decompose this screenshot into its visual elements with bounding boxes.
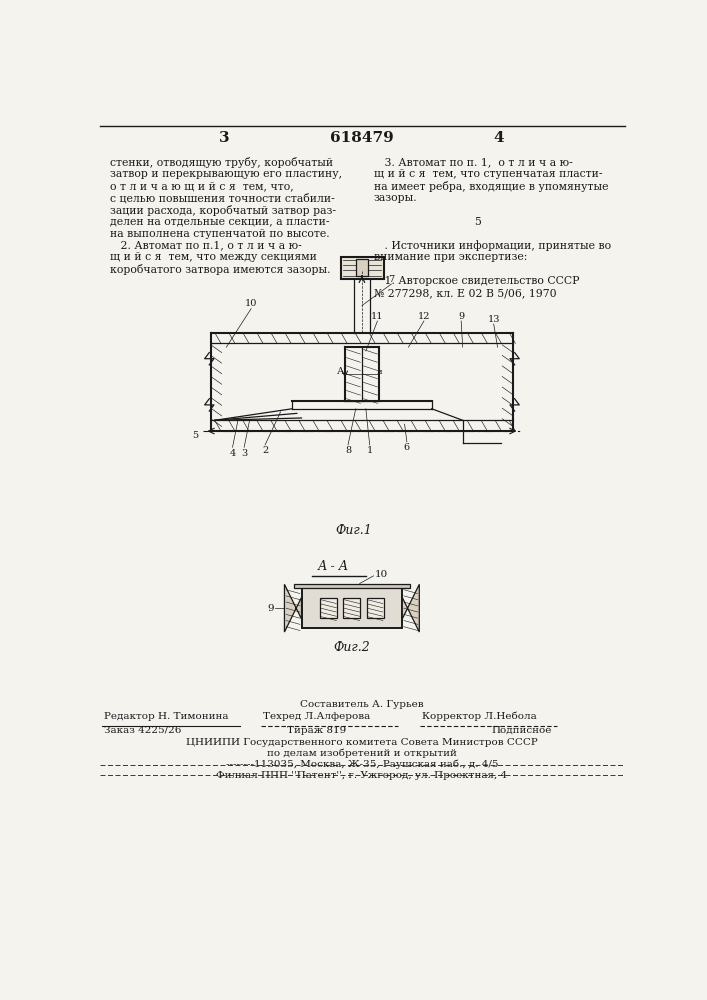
Text: 5: 5 bbox=[192, 431, 199, 440]
Text: затвор и перекрывающую его пластину,: затвор и перекрывающую его пластину, bbox=[110, 169, 342, 179]
Text: 6: 6 bbox=[404, 443, 410, 452]
Text: Фиг.2: Фиг.2 bbox=[334, 641, 370, 654]
Text: Фиг.1: Фиг.1 bbox=[336, 524, 373, 537]
Text: 7: 7 bbox=[388, 275, 395, 284]
Text: 4: 4 bbox=[493, 131, 504, 145]
Bar bbox=[341, 257, 384, 279]
Text: коробчатого затвора имеются зазоры.: коробчатого затвора имеются зазоры. bbox=[110, 264, 331, 275]
Bar bbox=[367, 598, 384, 618]
Text: делен на отдельные секции, а пласти-: делен на отдельные секции, а пласти- bbox=[110, 217, 329, 227]
Text: внимание при экспертизе:: внимание при экспертизе: bbox=[373, 252, 527, 262]
Text: зазоры.: зазоры. bbox=[373, 193, 417, 203]
Text: стенки, отводящую трубу, коробчатый: стенки, отводящую трубу, коробчатый bbox=[110, 157, 333, 168]
Text: 1. Авторское свидетельство СССР: 1. Авторское свидетельство СССР bbox=[373, 276, 579, 286]
Text: . Источники информации, принятые во: . Источники информации, принятые во bbox=[373, 241, 611, 251]
Text: 9: 9 bbox=[267, 604, 274, 613]
Text: 3. Автомат по п. 1,  о т л и ч а ю-: 3. Автомат по п. 1, о т л и ч а ю- bbox=[373, 157, 573, 167]
Text: Составитель А. Гурьев: Составитель А. Гурьев bbox=[300, 700, 423, 709]
Polygon shape bbox=[402, 584, 419, 632]
Text: по делам изобретений и открытий: по делам изобретений и открытий bbox=[267, 749, 457, 758]
Text: А - А: А - А bbox=[317, 560, 349, 573]
Text: 2. Автомат по п.1, о т л и ч а ю-: 2. Автомат по п.1, о т л и ч а ю- bbox=[110, 241, 302, 251]
Text: на выполнена ступенчатой по высоте.: на выполнена ступенчатой по высоте. bbox=[110, 229, 329, 239]
Text: 13: 13 bbox=[487, 315, 500, 324]
Text: 618479: 618479 bbox=[330, 131, 394, 145]
Text: 10: 10 bbox=[245, 299, 257, 308]
Text: ЦНИИПИ Государственного комитета Совета Министров СССР: ЦНИИПИ Государственного комитета Совета … bbox=[186, 738, 538, 747]
Text: № 277298, кл. Е 02 В 5/06, 1970: № 277298, кл. Е 02 В 5/06, 1970 bbox=[373, 288, 556, 298]
Text: 3: 3 bbox=[218, 131, 229, 145]
Bar bbox=[344, 598, 361, 618]
Bar bbox=[320, 598, 337, 618]
Text: на имеет ребра, входящие в упомянутые: на имеет ребра, входящие в упомянутые bbox=[373, 181, 608, 192]
Text: и: и bbox=[376, 368, 382, 376]
Text: 2: 2 bbox=[262, 446, 268, 455]
Text: 5: 5 bbox=[474, 217, 481, 227]
Text: 4: 4 bbox=[229, 449, 235, 458]
Text: А: А bbox=[337, 367, 344, 376]
Text: 8: 8 bbox=[345, 446, 351, 455]
Polygon shape bbox=[284, 584, 301, 632]
Text: 9: 9 bbox=[458, 312, 464, 321]
Bar bbox=[356, 259, 368, 276]
Bar bbox=[301, 588, 402, 628]
Text: 11: 11 bbox=[371, 312, 384, 321]
Text: --------113035, Москва, Ж-35, Раушская наб., д. 4/5: --------113035, Москва, Ж-35, Раушская н… bbox=[226, 759, 498, 769]
Text: о т л и ч а ю щ и й с я  тем, что,: о т л и ч а ю щ и й с я тем, что, bbox=[110, 181, 294, 191]
Text: 3: 3 bbox=[241, 449, 247, 458]
Text: 1: 1 bbox=[366, 446, 373, 455]
Text: Корректор Л.Небола: Корректор Л.Небола bbox=[421, 712, 537, 721]
Text: Редактор Н. Тимонина: Редактор Н. Тимонина bbox=[104, 712, 228, 721]
Text: Техред Л.Алферова: Техред Л.Алферова bbox=[263, 712, 370, 721]
Text: щ и й с я  тем, что ступенчатая пласти-: щ и й с я тем, что ступенчатая пласти- bbox=[373, 169, 602, 179]
Text: Тираж 819: Тираж 819 bbox=[287, 726, 346, 735]
Text: Подписное: Подписное bbox=[491, 726, 551, 735]
Text: Заказ 4225/26: Заказ 4225/26 bbox=[104, 726, 181, 735]
Text: 10: 10 bbox=[375, 570, 388, 579]
Text: зации расхода, коробчатый затвор раз-: зации расхода, коробчатый затвор раз- bbox=[110, 205, 336, 216]
Text: Филиал ППП ''Патент'', г. Ужгород, ул. Проектная, 4: Филиал ППП ''Патент'', г. Ужгород, ул. П… bbox=[216, 771, 508, 780]
Text: с целью повышения точности стабили-: с целью повышения точности стабили- bbox=[110, 193, 335, 203]
Text: щ и й с я  тем, что между секциями: щ и й с я тем, что между секциями bbox=[110, 252, 317, 262]
Text: 12: 12 bbox=[418, 312, 430, 321]
Bar bbox=[293, 584, 410, 588]
